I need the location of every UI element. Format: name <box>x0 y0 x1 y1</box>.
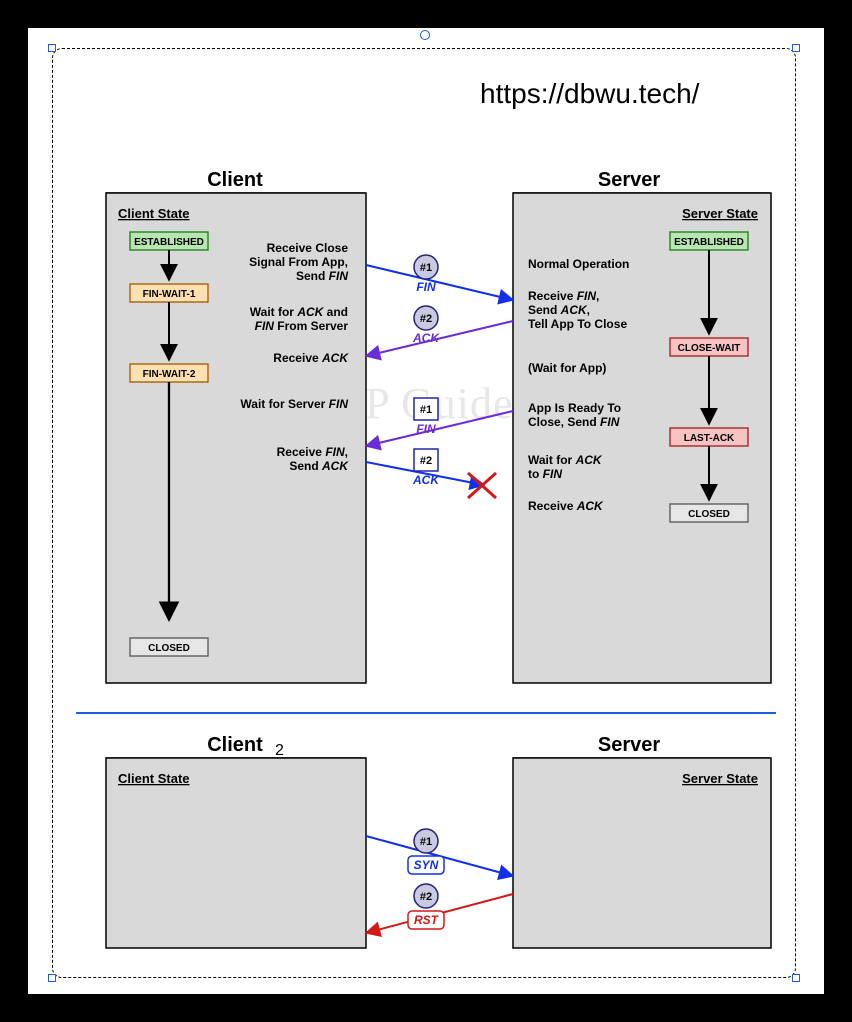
msg-label: SYN <box>414 858 439 872</box>
msg-label: FIN <box>416 422 436 436</box>
server2-title: Server <box>598 734 660 756</box>
server2-state-header: Server State <box>682 771 758 786</box>
server-desc: to FIN <box>528 467 562 481</box>
state-label: ESTABLISHED <box>134 237 204 248</box>
msg-num: #1 <box>420 836 432 848</box>
msg-num: #2 <box>420 313 432 325</box>
diagram-svg: Client Server Client State Server State … <box>28 28 824 994</box>
msg-num: #1 <box>420 404 432 416</box>
client2-title: Client <box>207 734 263 756</box>
client-state-header: Client State <box>118 206 190 221</box>
state-label: CLOSED <box>148 643 190 654</box>
server-desc: Normal Operation <box>528 257 629 271</box>
msg-num: #1 <box>420 262 432 274</box>
client-desc: Signal From App, <box>249 255 348 269</box>
client-desc: Send ACK <box>289 459 349 473</box>
client-desc: Wait for ACK and <box>250 305 348 319</box>
server2-panel <box>513 758 771 948</box>
msg-arrow <box>366 321 513 356</box>
server-desc: Close, Send FIN <box>528 415 620 429</box>
server-desc: Receive FIN, <box>528 289 599 303</box>
msg-label: ACK <box>412 473 440 487</box>
client-desc: Receive FIN, <box>277 445 348 459</box>
server-title: Server <box>598 169 660 191</box>
client-title: Client <box>207 169 263 191</box>
state-label: ESTABLISHED <box>674 237 744 248</box>
msg-label: FIN <box>416 280 436 294</box>
server-desc: Wait for ACK <box>528 453 603 467</box>
client-desc: FIN From Server <box>255 319 349 333</box>
server-desc: Tell App To Close <box>528 317 627 331</box>
msg-arrow <box>366 265 513 300</box>
msg-label: RST <box>414 913 440 927</box>
state-label: FIN-WAIT-1 <box>143 289 196 300</box>
msg-num: #2 <box>420 891 432 903</box>
server-desc: Receive ACK <box>528 499 604 513</box>
client2-sub: 2 <box>275 742 284 759</box>
msg-arrow <box>366 411 513 446</box>
client-desc: Receive ACK <box>273 351 349 365</box>
state-label: FIN-WAIT-2 <box>143 369 196 380</box>
server-desc: (Wait for App) <box>528 361 606 375</box>
msg-num: #2 <box>420 455 432 467</box>
client2-panel <box>106 758 366 948</box>
state-label: CLOSED <box>688 509 730 520</box>
client2-state-header: Client State <box>118 771 190 786</box>
client-desc: Send FIN <box>296 269 348 283</box>
server-desc: App Is Ready To <box>528 401 621 415</box>
server-desc: Send ACK, <box>528 303 590 317</box>
state-label: LAST-ACK <box>684 433 735 444</box>
client-desc: Wait for Server FIN <box>240 397 348 411</box>
msg-label: ACK <box>412 331 440 345</box>
client-desc: Receive Close <box>267 241 349 255</box>
state-label: CLOSE-WAIT <box>678 343 741 354</box>
server-state-header: Server State <box>682 206 758 221</box>
cross-icon <box>468 473 496 498</box>
